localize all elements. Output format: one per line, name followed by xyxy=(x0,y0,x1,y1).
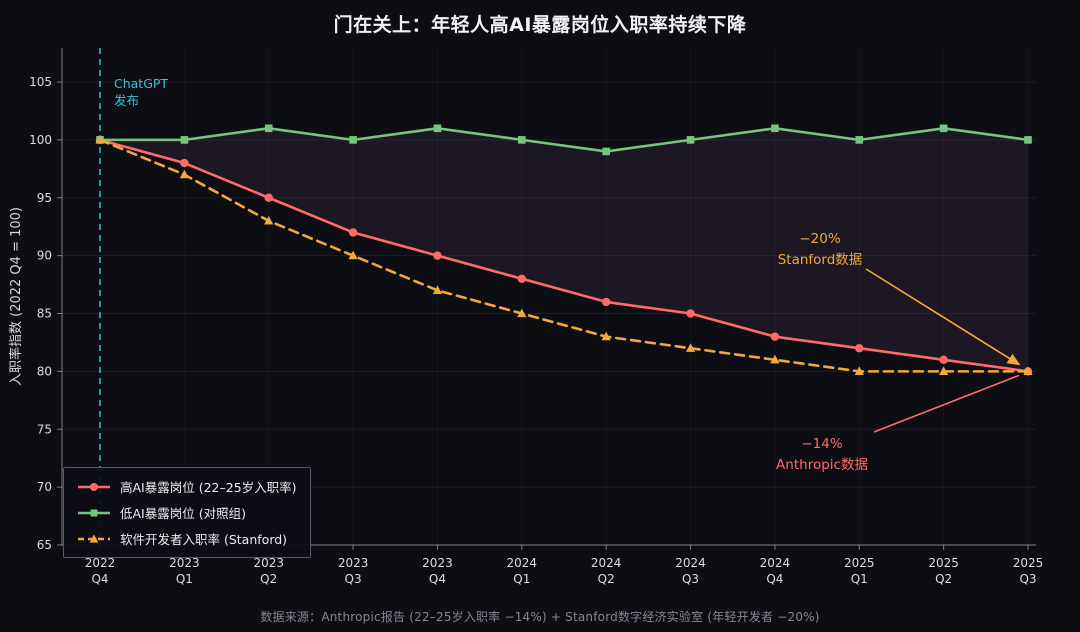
chatgpt-release-label: 发布 xyxy=(114,93,139,108)
svg-text:75: 75 xyxy=(37,422,52,436)
svg-text:95: 95 xyxy=(37,191,52,205)
svg-text:70: 70 xyxy=(37,480,52,494)
series-lines xyxy=(95,124,1033,376)
svg-text:Q3: Q3 xyxy=(682,572,699,586)
annotation-text: −20% xyxy=(799,231,840,247)
annotations: −20% Stanford数据 −14% Anthropic数据 xyxy=(776,231,1021,473)
svg-text:Q4: Q4 xyxy=(429,572,446,586)
svg-text:Q3: Q3 xyxy=(345,572,362,586)
svg-text:Q3: Q3 xyxy=(1019,572,1036,586)
legend-item-high-ai: 高AI暴露岗位 (22–25岁入职率) xyxy=(77,477,297,496)
svg-text:2022: 2022 xyxy=(85,556,116,570)
annotation-text: Anthropic数据 xyxy=(776,457,868,473)
svg-text:2023: 2023 xyxy=(169,556,200,570)
chatgpt-release-label: ChatGPT xyxy=(114,76,168,91)
svg-text:105: 105 xyxy=(29,75,52,89)
svg-text:2025: 2025 xyxy=(928,556,959,570)
svg-text:100: 100 xyxy=(29,133,52,147)
svg-text:90: 90 xyxy=(37,249,52,263)
svg-text:Q1: Q1 xyxy=(176,572,193,586)
legend-swatch-high-ai-icon xyxy=(77,480,111,494)
svg-text:2025: 2025 xyxy=(1013,556,1044,570)
svg-text:2024: 2024 xyxy=(675,556,706,570)
svg-text:2025: 2025 xyxy=(844,556,875,570)
axes: 65 70 75 80 85 90 95 100 105 2022 Q4 2023 Q1 2023 Q2 20… xyxy=(8,48,1043,586)
chatgpt-release-line: ChatGPT 发布 xyxy=(99,48,168,545)
svg-text:Q2: Q2 xyxy=(935,572,952,586)
svg-text:2023: 2023 xyxy=(338,556,369,570)
area-fill xyxy=(100,128,1028,372)
svg-text:80: 80 xyxy=(37,364,52,378)
svg-text:85: 85 xyxy=(37,307,52,321)
svg-text:Q2: Q2 xyxy=(260,572,277,586)
svg-text:2024: 2024 xyxy=(760,556,791,570)
svg-text:2024: 2024 xyxy=(507,556,538,570)
legend-swatch-low-ai-icon xyxy=(77,506,111,520)
svg-text:Q2: Q2 xyxy=(598,572,615,586)
legend-label: 低AI暴露岗位 (对照组) xyxy=(120,506,246,521)
svg-text:2023: 2023 xyxy=(253,556,284,570)
annotation-text: Stanford数据 xyxy=(778,252,863,268)
svg-text:2024: 2024 xyxy=(591,556,622,570)
svg-text:65: 65 xyxy=(37,538,52,552)
legend-swatch-software-dev-icon xyxy=(77,532,111,546)
svg-text:Q4: Q4 xyxy=(91,572,108,586)
svg-text:Q1: Q1 xyxy=(851,572,868,586)
data-source-note: 数据来源：Anthropic报告 (22–25岁入职率 −14%) + Stan… xyxy=(260,610,820,624)
legend-item-software-dev: 软件开发者入职率 (Stanford) xyxy=(77,529,297,548)
svg-text:Q1: Q1 xyxy=(513,572,530,586)
legend-label: 软件开发者入职率 (Stanford) xyxy=(120,532,288,547)
y-axis-label: 入职率指数 (2022 Q4 = 100) xyxy=(8,207,24,386)
svg-text:2023: 2023 xyxy=(422,556,453,570)
legend-label: 高AI暴露岗位 (22–25岁入职率) xyxy=(120,480,297,495)
annotation-text: −14% xyxy=(801,436,842,452)
svg-text:Q4: Q4 xyxy=(766,572,783,586)
chart-title: 门在关上：年轻人高AI暴露岗位入职率持续下降 xyxy=(333,14,747,36)
legend-item-low-ai: 低AI暴露岗位 (对照组) xyxy=(77,503,297,522)
legend: 高AI暴露岗位 (22–25岁入职率) 低AI暴露岗位 (对照组) 软件开发者入… xyxy=(63,467,311,558)
